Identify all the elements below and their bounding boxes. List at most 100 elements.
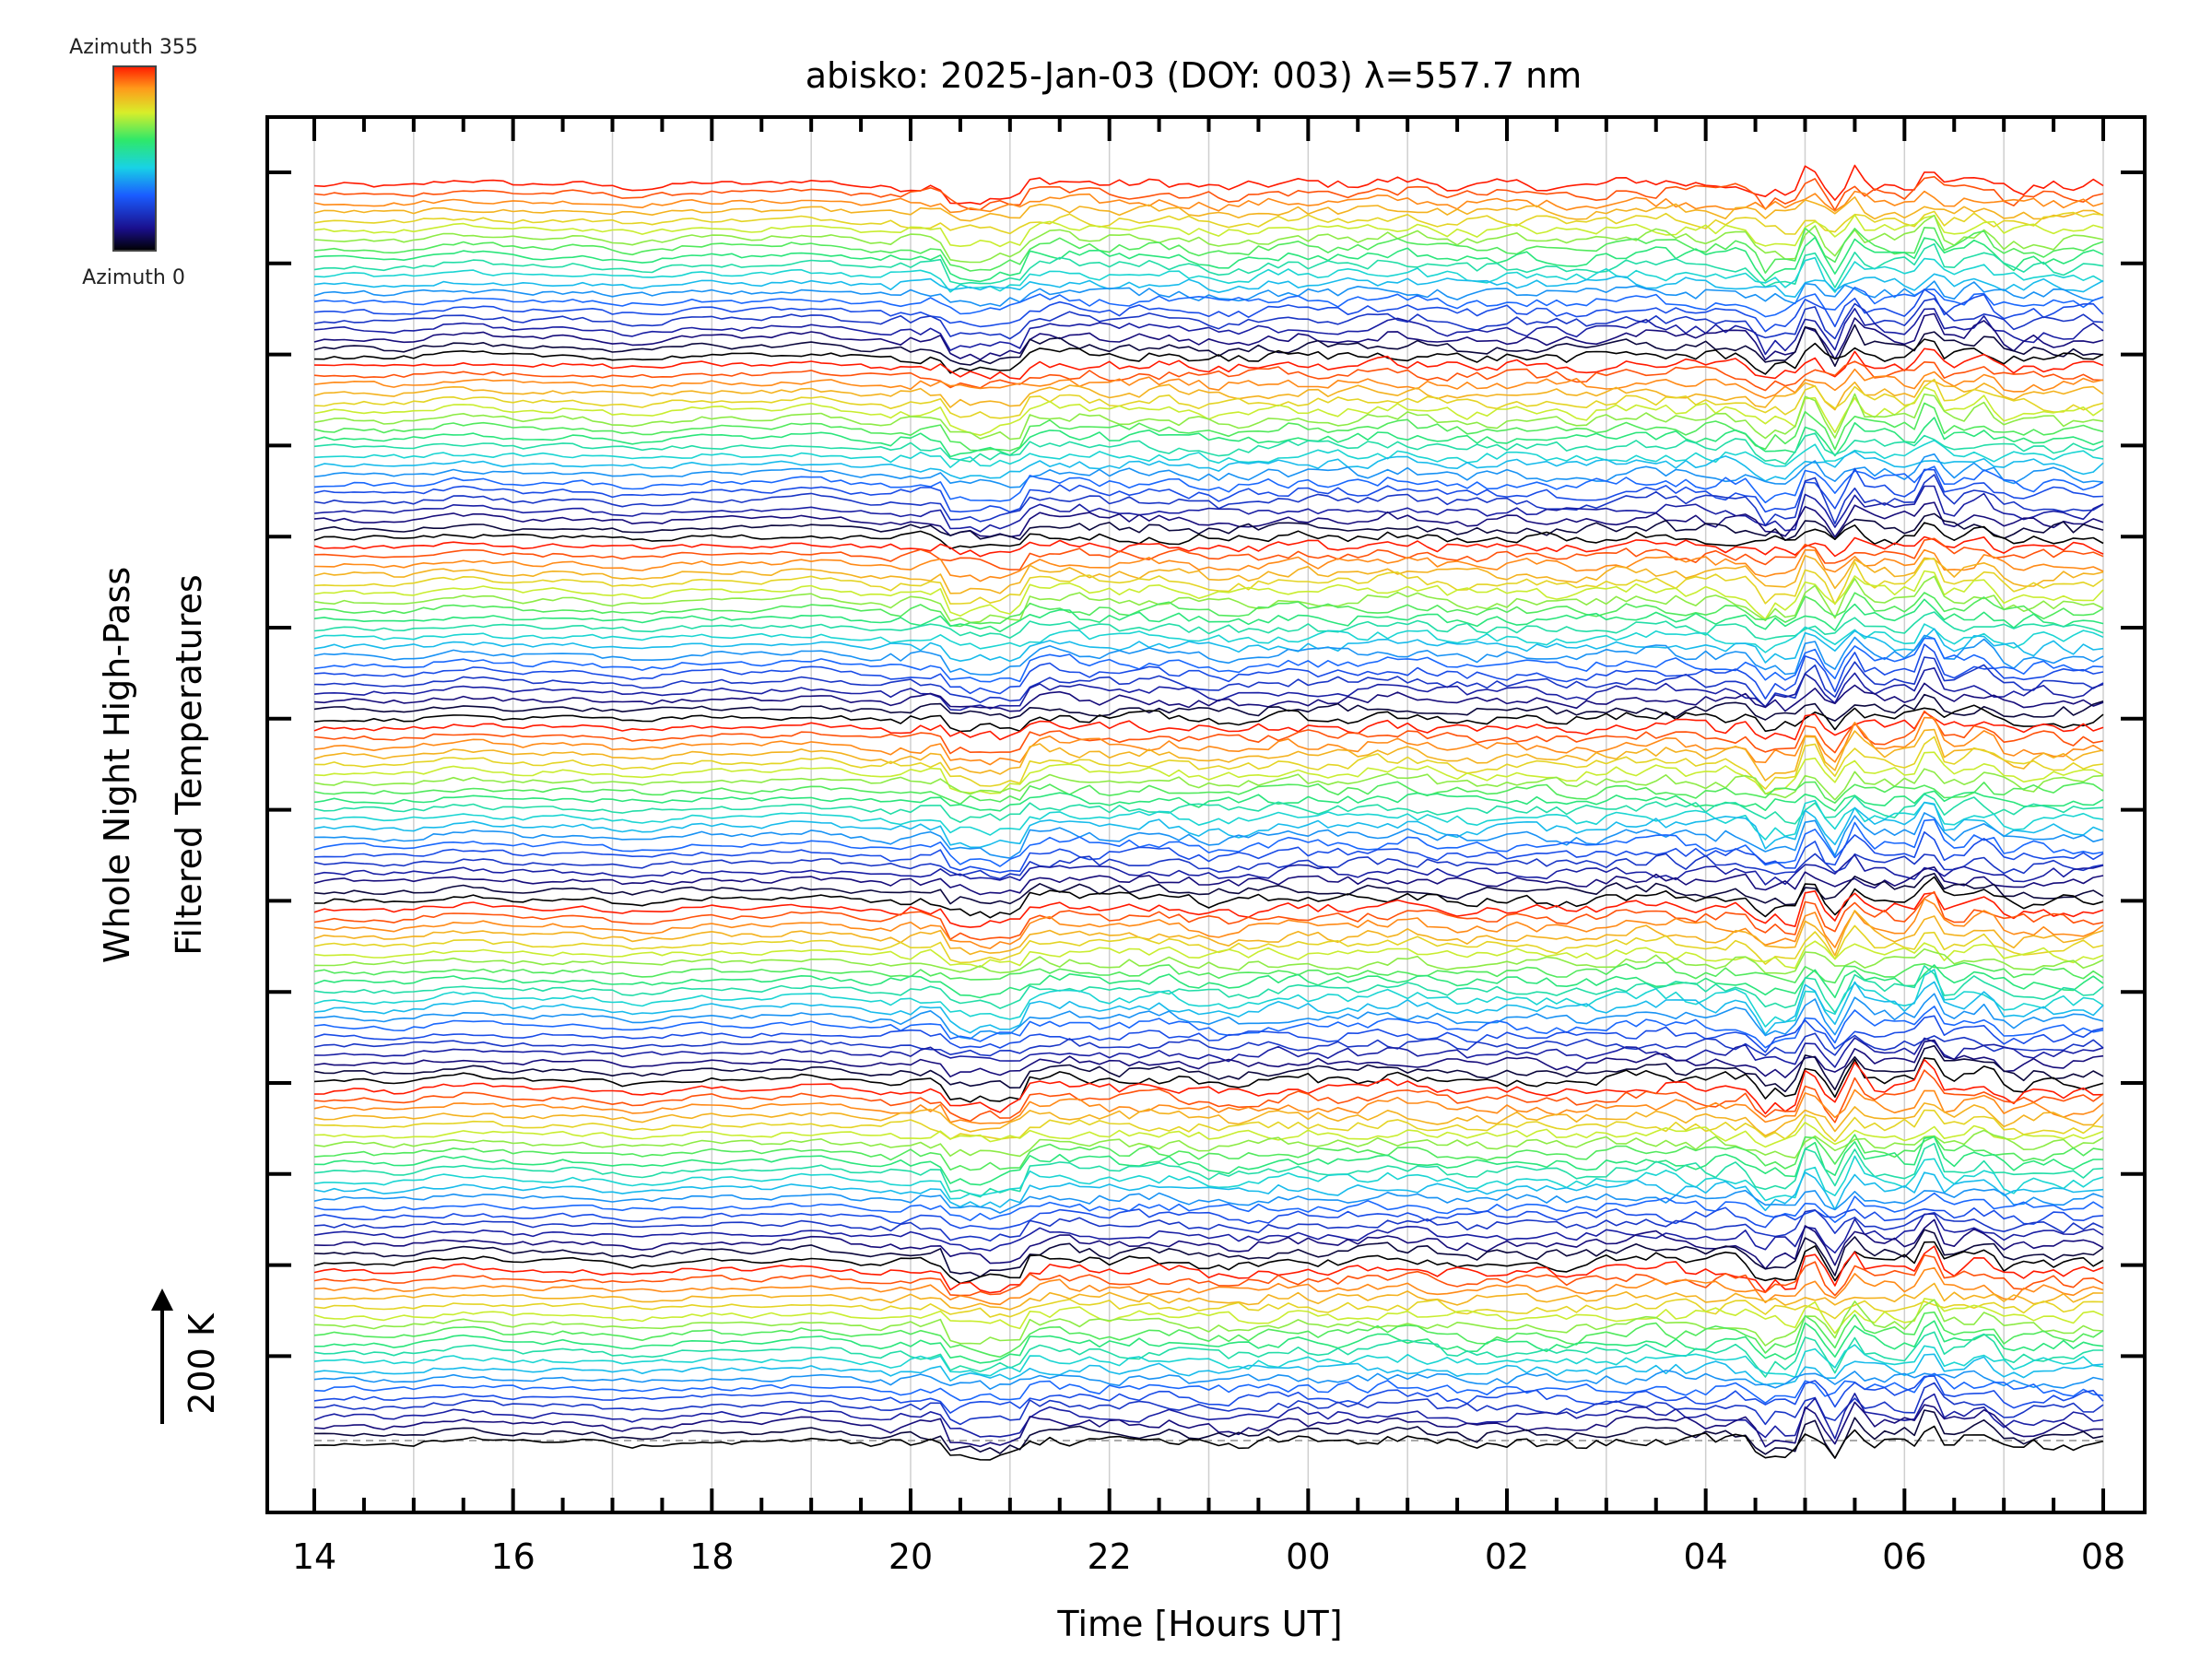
series-line xyxy=(313,287,2104,318)
series-line xyxy=(313,1353,2104,1386)
series-line xyxy=(313,866,2104,896)
axis-ticks xyxy=(267,117,2145,1512)
series-line xyxy=(313,1037,2104,1068)
series-line xyxy=(313,1032,2104,1057)
colorbar-top-label: Azimuth 355 xyxy=(69,36,198,59)
series-line xyxy=(313,961,2104,984)
series-line xyxy=(313,1122,2104,1148)
series-line xyxy=(313,1372,2104,1404)
scale-arrow xyxy=(151,1288,173,1424)
series-line xyxy=(313,347,2104,380)
scale-label: 200 K xyxy=(182,1312,222,1415)
series-line xyxy=(313,393,2104,441)
series-line xyxy=(313,947,2104,975)
series-line xyxy=(313,555,2104,594)
x-tick-labels: 14 16 18 20 22 00 02 04 06 08 xyxy=(292,1536,2125,1577)
series-line xyxy=(313,940,2104,970)
y-axis-label-line1: Whole Night High-Pass xyxy=(97,567,137,963)
series-line xyxy=(313,781,2104,806)
series-line xyxy=(313,537,2104,571)
series-line xyxy=(313,1209,2104,1242)
series-line xyxy=(313,308,2104,356)
series-line xyxy=(313,273,2104,298)
series-line xyxy=(313,570,2104,620)
series-line xyxy=(313,910,2104,957)
x-tick-label: 02 xyxy=(1485,1536,1529,1577)
series-line xyxy=(313,812,2104,859)
series-line xyxy=(313,1245,2104,1294)
series-line xyxy=(313,1057,2104,1103)
series-line xyxy=(313,876,2104,919)
series-line xyxy=(313,501,2104,538)
series-line xyxy=(313,801,2104,850)
series-line xyxy=(313,1298,2104,1335)
colorbar-bottom-label: Azimuth 0 xyxy=(82,266,185,289)
series-line xyxy=(313,924,2104,965)
series-line xyxy=(313,890,2104,941)
series-line xyxy=(313,417,2104,458)
series-line xyxy=(313,214,2104,248)
series-line xyxy=(313,1266,2104,1306)
series-line xyxy=(313,242,2104,288)
series-line xyxy=(313,176,2104,211)
series-line xyxy=(313,965,2104,1014)
series-line xyxy=(313,324,2104,368)
x-tick-label: 22 xyxy=(1087,1536,1131,1577)
series-line xyxy=(313,1142,2104,1198)
series-line xyxy=(313,1229,2104,1278)
series-line xyxy=(313,451,2104,482)
series-line xyxy=(313,1044,2104,1093)
series-line xyxy=(313,1218,2104,1270)
series-line xyxy=(313,1298,2104,1320)
x-tick-label: 08 xyxy=(2081,1536,2125,1577)
series-line xyxy=(313,558,2104,606)
series-line xyxy=(313,485,2104,533)
colorbar: Azimuth 355 Azimuth 0 xyxy=(69,36,198,289)
series-line xyxy=(313,338,2104,375)
series-line xyxy=(313,1058,2104,1115)
x-tick-label: 04 xyxy=(1683,1536,1727,1577)
series-line xyxy=(313,969,2104,1028)
series-line xyxy=(313,637,2104,683)
x-tick-label: 18 xyxy=(689,1536,734,1577)
series-line xyxy=(313,818,2104,867)
x-tick-label: 06 xyxy=(1882,1536,1926,1577)
series-line xyxy=(313,1188,2104,1214)
series-line xyxy=(313,380,2104,411)
series-line xyxy=(313,1039,2104,1078)
chart-title: abisko: 2025-Jan-03 (DOY: 003) λ=557.7 n… xyxy=(806,55,1583,96)
series-line xyxy=(313,751,2104,795)
series-line xyxy=(313,1320,2104,1364)
series-line xyxy=(313,298,2104,340)
series-line xyxy=(313,288,2104,333)
x-tick-label: 16 xyxy=(490,1536,535,1577)
series-line xyxy=(313,1129,2104,1159)
x-tick-label: 14 xyxy=(292,1536,336,1577)
series-line xyxy=(313,1069,2104,1124)
series-line xyxy=(313,368,2104,399)
series-line xyxy=(313,711,2104,741)
series-line xyxy=(313,227,2104,274)
series-line xyxy=(313,1382,2104,1426)
series-line xyxy=(313,1409,2104,1459)
x-tick-label: 00 xyxy=(1286,1536,1330,1577)
series-line xyxy=(313,1109,2104,1143)
series-line xyxy=(313,1370,2104,1390)
series-line xyxy=(313,280,2104,307)
series-line xyxy=(313,256,2104,293)
series-line xyxy=(313,1282,2104,1311)
series-line xyxy=(313,236,2104,283)
series-line xyxy=(313,1344,2104,1379)
series-line xyxy=(313,853,2104,886)
series-line xyxy=(313,592,2104,628)
x-tick-label: 20 xyxy=(888,1536,933,1577)
series-line xyxy=(313,853,2104,880)
series-line xyxy=(313,735,2104,790)
series-line xyxy=(313,1206,2104,1230)
series-line xyxy=(313,522,2104,550)
series-line xyxy=(313,1102,2104,1136)
series-line xyxy=(313,1088,2104,1124)
series-line xyxy=(313,575,2104,624)
series-line xyxy=(313,512,2104,541)
